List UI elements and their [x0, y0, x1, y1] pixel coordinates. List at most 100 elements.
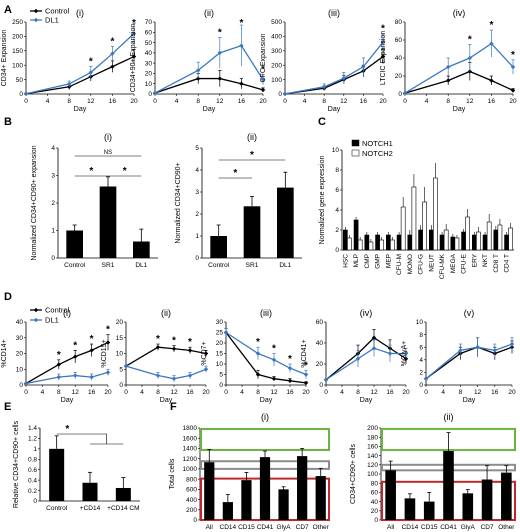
y-tick-label: 40 [316, 340, 324, 347]
panel-label-f: F [170, 401, 177, 413]
x-tick-label: 4 [441, 389, 445, 396]
significance-marker: * [57, 350, 61, 361]
bar-notch2 [465, 216, 471, 251]
data-point [223, 330, 229, 335]
bar-notch1 [407, 234, 413, 251]
y-tick-label: 4 [419, 357, 423, 364]
data-point [171, 346, 177, 351]
data-point [255, 372, 261, 377]
y-tick-label: 5 [219, 372, 223, 379]
y-tick-label: 200 [367, 425, 378, 432]
y-tick-label: 2 [335, 227, 339, 234]
category-label: CD14 [220, 524, 237, 531]
series-line-dl1 [425, 343, 513, 380]
y-tick-label: 20 [316, 361, 324, 368]
bar-notch1 [396, 234, 402, 251]
data-point [88, 70, 93, 75]
bar-notch2 [400, 206, 406, 251]
bar-notch2 [476, 231, 481, 251]
chart-a-ii: 0 10 20 30 40 50 60 70 CD34+90+ Expansion 0 4 8 12 16… [130, 8, 267, 113]
category-label: MLP [353, 254, 360, 267]
x-tick-label: 12 [370, 389, 378, 396]
y-axis-title: %GlyA+ [401, 341, 408, 366]
x-tick-label: 0 [24, 98, 28, 105]
subpanel-label: (i) [76, 8, 84, 18]
significance-marker: * [132, 18, 136, 29]
data-point [303, 372, 309, 377]
y-tick-label: 20 [145, 71, 153, 78]
series-line-control [404, 70, 514, 94]
y-tick-label: 80 [371, 480, 379, 487]
y-tick-label: 0.4 [28, 477, 37, 484]
y-tick-label: 200 [12, 34, 23, 41]
data-point [489, 78, 494, 83]
subpanel-label: (iii) [328, 8, 340, 18]
category-label: MONO [407, 254, 414, 274]
x-axis-title: Day [160, 397, 173, 404]
significance-marker: * [156, 334, 160, 345]
data-point [458, 348, 463, 353]
data-point [322, 84, 327, 89]
significance-marker: * [172, 336, 176, 347]
subpanel-label: (ii) [161, 308, 171, 318]
category-label: Other [498, 524, 515, 531]
data-point [67, 81, 72, 87]
data-point [152, 90, 158, 96]
significance-marker: * [89, 57, 93, 68]
chart-d-iii: 0 5 10 15 20 25 30 %CD7+ 0 4 8 12 16 20 Day (iii) * * * * [201, 308, 310, 404]
bar-notch1 [482, 234, 488, 251]
bar-notch2 [443, 229, 449, 251]
x-axis-title: Day [463, 397, 476, 404]
series-line-control [154, 77, 264, 94]
data-point [23, 91, 29, 96]
y-tick-label: 0 [19, 382, 23, 389]
highlight-box-green [200, 428, 330, 451]
data-point [23, 381, 29, 386]
y-axis-title: Normalized CD34+CD90+ expansion [31, 145, 38, 260]
y-tick-label: 200 [271, 62, 282, 69]
subpanel-label: (i) [104, 132, 112, 142]
data-point [380, 39, 386, 45]
bar-notch1 [471, 234, 477, 251]
series-line-dl1 [404, 42, 514, 94]
category-label: CD7 [296, 524, 309, 531]
y-axis-title: Normalized CD34+CD90+ [175, 162, 182, 243]
significance-marker: * [250, 150, 254, 161]
bar-notch1 [493, 229, 499, 251]
y-tick-label: 400 [186, 497, 197, 504]
bar-notch1 [385, 234, 391, 251]
y-tick-label: 20 [395, 73, 403, 80]
bar-notch2 [454, 237, 460, 251]
series-line-dl1 [125, 365, 207, 380]
y-tick-label: 0 [398, 91, 402, 98]
significance-marker: * [468, 35, 472, 46]
bar-notch2 [357, 239, 363, 251]
y-tick-label: 20 [116, 319, 124, 326]
y-tick-label: 1.4 [28, 425, 37, 432]
y-tick-label: 50 [145, 40, 153, 47]
significance-marker: * [90, 334, 94, 345]
category-label: CFU-E [461, 253, 468, 274]
y-tick-label: 6 [419, 344, 423, 351]
y-tick-label: 40 [145, 50, 153, 57]
chart-a-i: 0 50 100 150 200 250 CD34+ Expansion 0 4 8 12 16 20 D… [1, 8, 138, 113]
data-point [489, 41, 494, 46]
chart-d-iv: 0 20 40 60 %CD41+ 0 4 8 12 16 20 Day (iv) [301, 308, 410, 404]
category-label: All [206, 524, 214, 531]
data-point [287, 378, 293, 383]
y-tick-label: 10 [145, 81, 153, 88]
legend-label-notch2: NOTCH2 [362, 149, 393, 158]
bar [243, 206, 261, 258]
y-tick-label: 0 [374, 517, 378, 524]
y-tick-label: 1200 [183, 456, 198, 463]
x-tick-label: 8 [67, 98, 71, 105]
data-point [510, 64, 516, 70]
x-tick-label: 0 [403, 98, 407, 105]
y-tick-label: 150 [12, 48, 23, 55]
chart-b-i: 0 1 2 3 4 Normalized CD34+CD90+ expansion (i) C… [31, 132, 158, 269]
category-label: Other [313, 524, 330, 531]
data-point [260, 77, 266, 82]
y-tick-label: 1 [33, 446, 37, 453]
y-tick-label: 0 [119, 382, 123, 389]
significance-marker: * [288, 354, 292, 365]
